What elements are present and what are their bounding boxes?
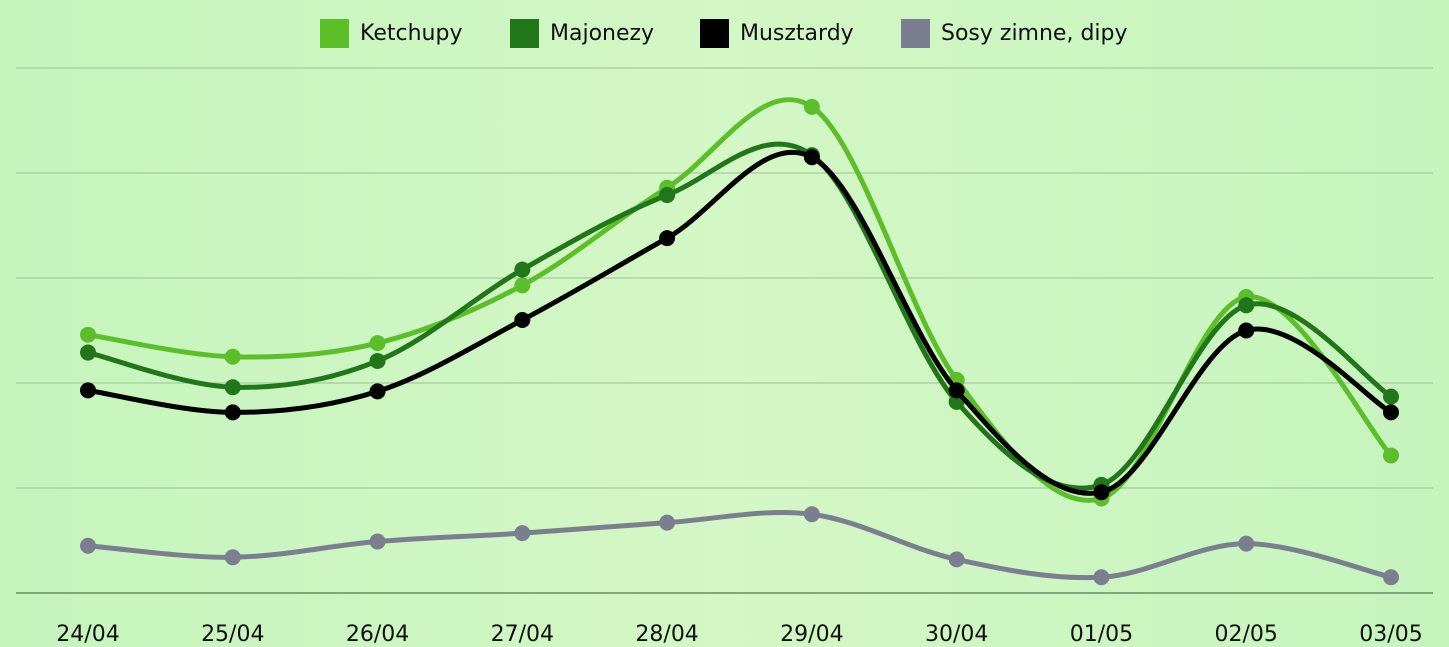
x-tick-label: 25/04 bbox=[201, 622, 264, 647]
x-tick-label: 28/04 bbox=[635, 622, 698, 647]
data-point bbox=[514, 525, 531, 542]
data-point bbox=[1383, 447, 1399, 464]
x-tick-label: 30/04 bbox=[925, 622, 988, 647]
legend-swatch bbox=[700, 19, 729, 48]
legend-swatch bbox=[901, 19, 930, 48]
data-point bbox=[948, 382, 965, 399]
data-point bbox=[514, 277, 531, 294]
data-point bbox=[369, 352, 386, 369]
data-point bbox=[1093, 484, 1110, 501]
x-tick-label: 24/04 bbox=[56, 622, 119, 647]
x-tick-label: 02/05 bbox=[1215, 622, 1278, 647]
data-point bbox=[803, 98, 820, 115]
data-point bbox=[659, 230, 676, 247]
data-point bbox=[659, 187, 676, 204]
data-point bbox=[224, 404, 241, 421]
data-point bbox=[803, 506, 820, 523]
data-point bbox=[514, 261, 531, 278]
data-point bbox=[1093, 569, 1110, 586]
data-point bbox=[514, 312, 531, 328]
legend-label: Majonezy bbox=[550, 21, 654, 46]
series-line bbox=[85, 509, 1394, 581]
data-point bbox=[659, 514, 676, 531]
data-point bbox=[803, 149, 820, 166]
series-line bbox=[85, 149, 1394, 496]
data-point bbox=[224, 348, 241, 365]
data-point bbox=[1383, 404, 1399, 421]
data-point bbox=[369, 533, 386, 550]
x-tick-label: 26/04 bbox=[346, 622, 409, 647]
legend-swatch bbox=[320, 19, 349, 48]
x-tick-label: 03/05 bbox=[1359, 622, 1422, 647]
data-point bbox=[369, 383, 386, 400]
data-point bbox=[948, 551, 965, 568]
data-point bbox=[224, 379, 241, 396]
data-point bbox=[224, 549, 241, 566]
data-point bbox=[1238, 297, 1255, 314]
data-point bbox=[80, 382, 96, 399]
series-line bbox=[85, 141, 1394, 491]
x-tick-label: 29/04 bbox=[780, 622, 843, 647]
data-point bbox=[1238, 535, 1255, 552]
data-point bbox=[80, 344, 96, 361]
data-point bbox=[369, 335, 386, 352]
data-point bbox=[1383, 569, 1399, 586]
data-point bbox=[80, 326, 96, 343]
data-point bbox=[1383, 388, 1399, 405]
legend-label: Sosy zimne, dipy bbox=[941, 21, 1128, 46]
x-tick-label: 27/04 bbox=[491, 622, 554, 647]
legend-swatch bbox=[510, 19, 539, 48]
x-tick-label: 01/05 bbox=[1070, 622, 1133, 647]
data-point bbox=[1238, 322, 1255, 339]
legend-label: Musztardy bbox=[740, 21, 854, 46]
legend-label: Ketchupy bbox=[360, 21, 462, 46]
data-point bbox=[80, 537, 96, 554]
